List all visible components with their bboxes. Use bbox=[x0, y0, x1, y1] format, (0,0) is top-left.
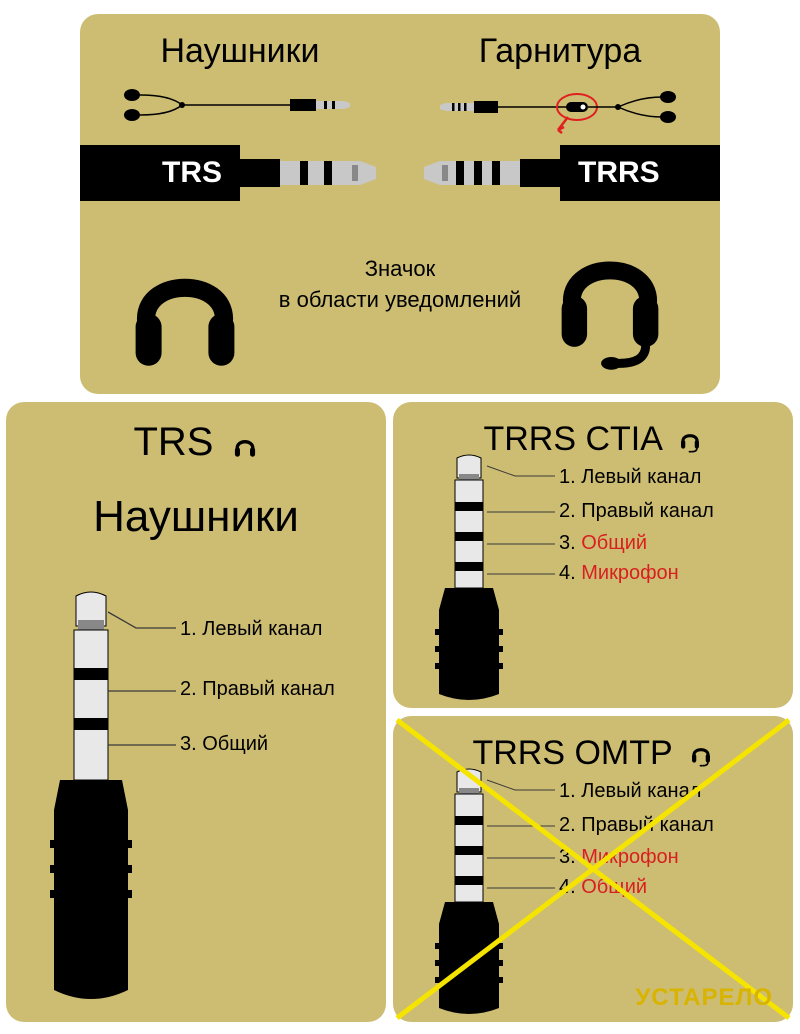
headphones-icon bbox=[120, 241, 250, 376]
pin-text: Левый канал bbox=[202, 618, 322, 640]
earbud-trrs-illustration bbox=[440, 85, 680, 125]
pin-num: 3. bbox=[180, 733, 197, 755]
pin-text: Общий bbox=[202, 733, 268, 755]
mini-headset-icon bbox=[677, 424, 703, 463]
trrs-connector-bar: TRRS bbox=[400, 145, 720, 201]
caption-line-1: Значок bbox=[365, 256, 436, 281]
headset-icon bbox=[540, 231, 680, 376]
headset-title: Гарнитура bbox=[400, 32, 720, 71]
headset-column: Гарнитура bbox=[400, 14, 720, 201]
trrs-ctia-jack bbox=[429, 454, 509, 704]
headphones-column: Наушники TRS bbox=[80, 14, 400, 201]
caption-line-2: в области уведомлений bbox=[279, 287, 521, 312]
trrs-omtp-panel: TRRS OMTP 1. Левый канал 2. Правы bbox=[393, 716, 793, 1022]
mini-headset-icon bbox=[688, 738, 714, 777]
earbud-trs-illustration bbox=[120, 85, 360, 125]
pin-text: Правый канал bbox=[202, 678, 335, 700]
mini-headphones-icon bbox=[231, 424, 259, 469]
headphones-title: Наушники bbox=[80, 32, 400, 71]
trs-detail-panel: TRS Наушники 1. bbox=[6, 402, 386, 1022]
trs-subheading: Наушники bbox=[6, 492, 386, 542]
trs-heading: TRS bbox=[6, 420, 386, 469]
top-comparison-panel: Наушники TRS bbox=[80, 14, 720, 394]
trrs-omtp-jack bbox=[429, 768, 509, 1018]
trs-jack-diagram bbox=[36, 590, 146, 1020]
pin-num: 1. bbox=[180, 618, 197, 640]
trs-connector-bar: TRS bbox=[80, 145, 400, 201]
trrs-ctia-panel: TRRS CTIA 1. Левый канал 2. Правы bbox=[393, 402, 793, 708]
pin-num: 2. bbox=[180, 678, 197, 700]
obsolete-label: УСТАРЕЛО bbox=[635, 984, 773, 1012]
